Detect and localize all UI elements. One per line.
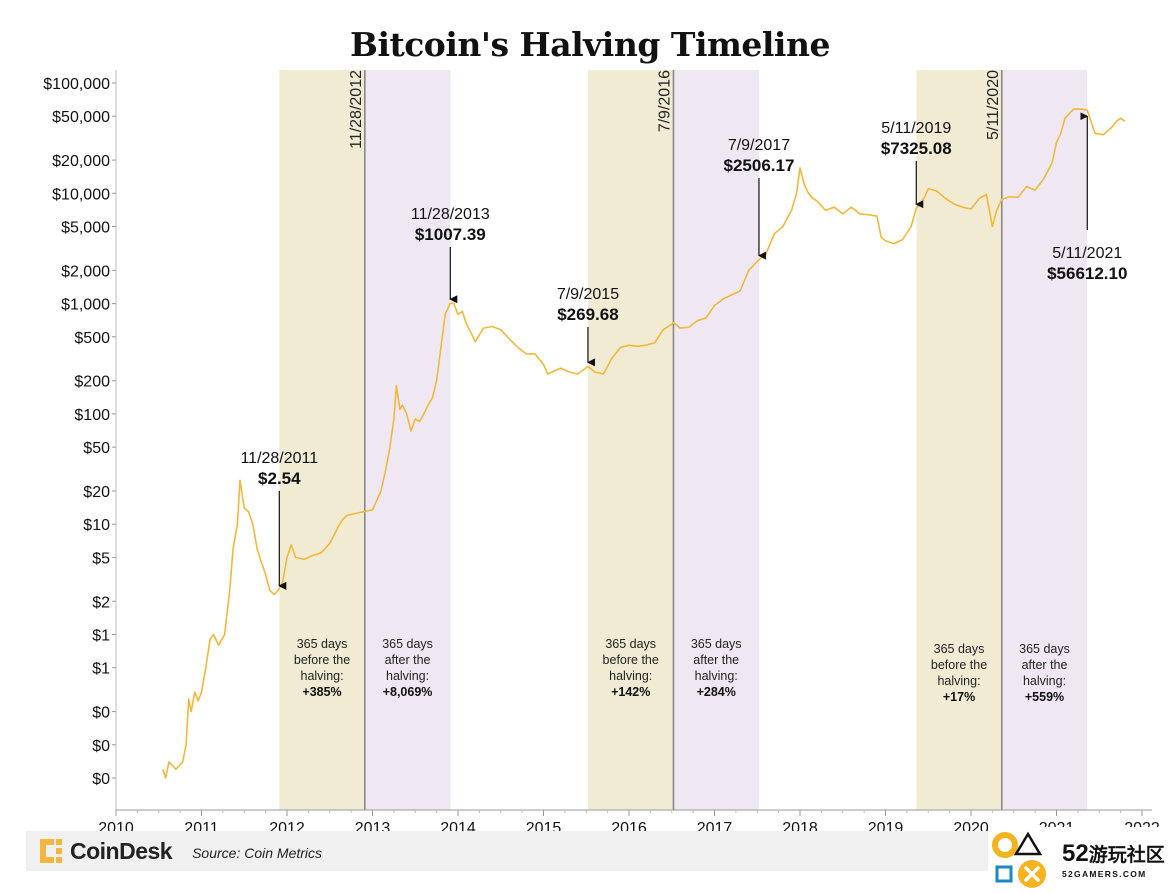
coindesk-logo: CoinDesk (40, 837, 173, 865)
price-annotations: 11/28/2011 $2.54 11/28/2013 $1007.39 7/9/201… (240, 112, 1127, 590)
band-note-value: +142% (611, 685, 650, 699)
watermark-shapes-icon (992, 831, 1046, 888)
band-note-text: halving: (937, 674, 980, 688)
brand-name: CoinDesk (70, 837, 173, 864)
band-note-value: +17% (943, 690, 975, 704)
band-note-text: halving: (386, 669, 429, 683)
y-tick-label: $20,000 (52, 153, 110, 170)
chart-title: Bitcoin's Halving Timeline (350, 25, 830, 64)
band-notes: 365 days before the halving: +385% 365 days a… (294, 637, 1070, 704)
halving-band-0 (279, 70, 365, 810)
band-note-text: 365 days (934, 642, 985, 656)
y-tick-label: $100,000 (43, 76, 110, 93)
y-axis: $100,000 $50,000 $20,000 $10,000 $5,000 $2,00… (43, 70, 117, 810)
y-tick-label: $5 (92, 550, 110, 567)
watermark-url: 52GAMERS.COM (1062, 869, 1147, 879)
halving-date-label: 5/11/2020 (985, 70, 1002, 140)
halving-band-4 (916, 70, 1002, 810)
band-note-text: 365 days (1019, 642, 1070, 656)
y-tick-label: $200 (74, 374, 110, 391)
band-note-text: halving: (1023, 674, 1066, 688)
y-tick-label: $50 (83, 440, 110, 457)
y-tick-label: $500 (74, 330, 110, 347)
annotation-price: $269.68 (557, 305, 618, 324)
halving-date-label: 7/9/2016 (656, 70, 673, 132)
halving-band-1 (364, 70, 451, 810)
band-note-text: after the (1022, 658, 1068, 672)
band-note-text: halving: (695, 669, 738, 683)
annotation-date: 11/28/2013 (411, 206, 490, 223)
halving-bands (279, 70, 1088, 810)
band-note-text: before the (294, 653, 350, 667)
annotation-price: $2.54 (258, 469, 301, 488)
band-note-text: after the (693, 653, 739, 667)
annotation-price: $7325.08 (881, 139, 952, 158)
annotation-price: $56612.10 (1047, 264, 1127, 283)
watermark-number: 52 (1062, 840, 1089, 867)
y-tick-label: $0 (92, 738, 110, 755)
band-note-text: 365 days (382, 637, 433, 651)
y-tick-label: $50,000 (52, 109, 110, 126)
annotation-price: $2506.17 (724, 156, 795, 175)
band-note-text: halving: (609, 669, 652, 683)
y-tick-label: $2 (92, 594, 110, 611)
band-note-value: +284% (697, 685, 736, 699)
y-tick-label: $1 (92, 661, 110, 678)
band-note-text: 365 days (691, 637, 742, 651)
watermark: 52游玩社区 52GAMERS.COM (988, 827, 1176, 893)
halving-lines: 11/28/2012 7/9/2016 5/11/2020 (348, 70, 1003, 810)
halving-band-5 (1001, 70, 1088, 810)
annotation-date: 5/11/2021 (1052, 245, 1122, 262)
annotation-date: 7/9/2017 (728, 137, 790, 154)
y-tick-label: $10 (83, 517, 110, 534)
annotation-price: $1007.39 (415, 225, 486, 244)
y-tick-label: $2,000 (61, 263, 110, 280)
band-note-text: before the (603, 653, 659, 667)
halving-band-3 (673, 70, 759, 810)
annotation-date: 11/28/2011 (240, 450, 318, 467)
y-tick-label: $20 (83, 484, 110, 501)
band-note-value: +8,069% (383, 685, 433, 699)
coindesk-mark-icon (40, 839, 64, 863)
y-tick-label: $0 (92, 705, 110, 722)
annotation-date: 5/11/2019 (881, 120, 951, 137)
y-tick-label: $100 (74, 407, 110, 424)
watermark-chinese: 游玩社区 (1088, 845, 1165, 866)
halving-date-label: 11/28/2012 (348, 70, 365, 149)
y-tick-label: $10,000 (52, 186, 110, 203)
band-note-text: halving: (301, 669, 344, 683)
y-tick-label: $0 (92, 771, 110, 788)
y-tick-label: $1 (92, 627, 110, 644)
band-note-text: 365 days (297, 637, 348, 651)
band-note-value: +559% (1025, 690, 1064, 704)
y-tick-label: $5,000 (61, 220, 110, 237)
band-note-text: after the (385, 653, 431, 667)
source-credit: Source: Coin Metrics (192, 844, 323, 861)
y-tick-label: $1,000 (61, 297, 110, 314)
band-note-value: +385% (302, 685, 341, 699)
annotation-date: 7/9/2015 (557, 286, 619, 303)
footer-bar: CoinDesk Source: Coin Metrics (26, 831, 988, 871)
halving-band-2 (587, 70, 674, 810)
band-note-text: 365 days (605, 637, 656, 651)
price-line (162, 108, 1126, 779)
band-note-text: before the (931, 658, 987, 672)
